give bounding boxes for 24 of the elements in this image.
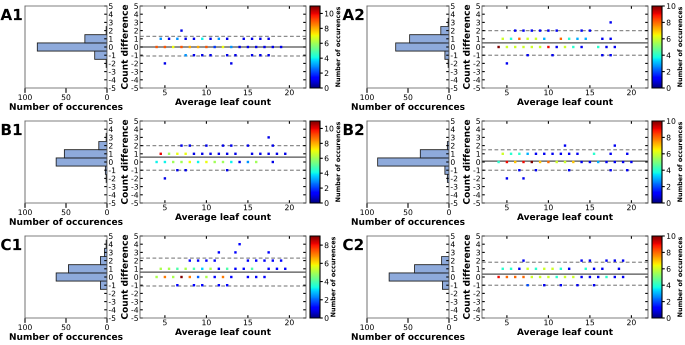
x-axis-title: Average leaf count bbox=[517, 328, 613, 337]
x-axis-title: Number of occurences bbox=[352, 103, 465, 110]
x-axis-title: Number of occurences bbox=[352, 333, 465, 340]
x-axis-title: Number of occurences bbox=[10, 103, 123, 110]
y-axis-title: Count difference bbox=[462, 120, 470, 204]
y-axis-title: Count difference bbox=[462, 234, 470, 320]
y-axis-title: Count difference bbox=[462, 4, 470, 90]
x-axis-title: Number of occurences bbox=[352, 218, 465, 226]
x-axis-title: Average leaf count bbox=[517, 98, 613, 107]
chart-title: C2 bbox=[343, 238, 363, 250]
chart-title: A2 bbox=[342, 8, 364, 20]
chart-title: C1 bbox=[1, 238, 22, 250]
y-axis-title: Count difference bbox=[120, 4, 128, 90]
chart-title: A1 bbox=[0, 8, 22, 20]
x-axis-title: Average leaf count bbox=[517, 213, 613, 222]
x-axis-title: Average leaf count bbox=[175, 98, 271, 107]
x-axis-title: Number of occurences bbox=[10, 218, 123, 226]
chart-title: B1 bbox=[2, 124, 22, 136]
x-axis-title: Number of occurences bbox=[10, 333, 123, 340]
chart-title: B2 bbox=[344, 124, 364, 136]
x-axis-title: Average leaf count bbox=[175, 328, 271, 337]
x-axis-title: Average leaf count bbox=[175, 213, 271, 222]
y-axis-title: Count difference bbox=[120, 234, 128, 320]
y-axis-title: Count difference bbox=[120, 120, 128, 204]
